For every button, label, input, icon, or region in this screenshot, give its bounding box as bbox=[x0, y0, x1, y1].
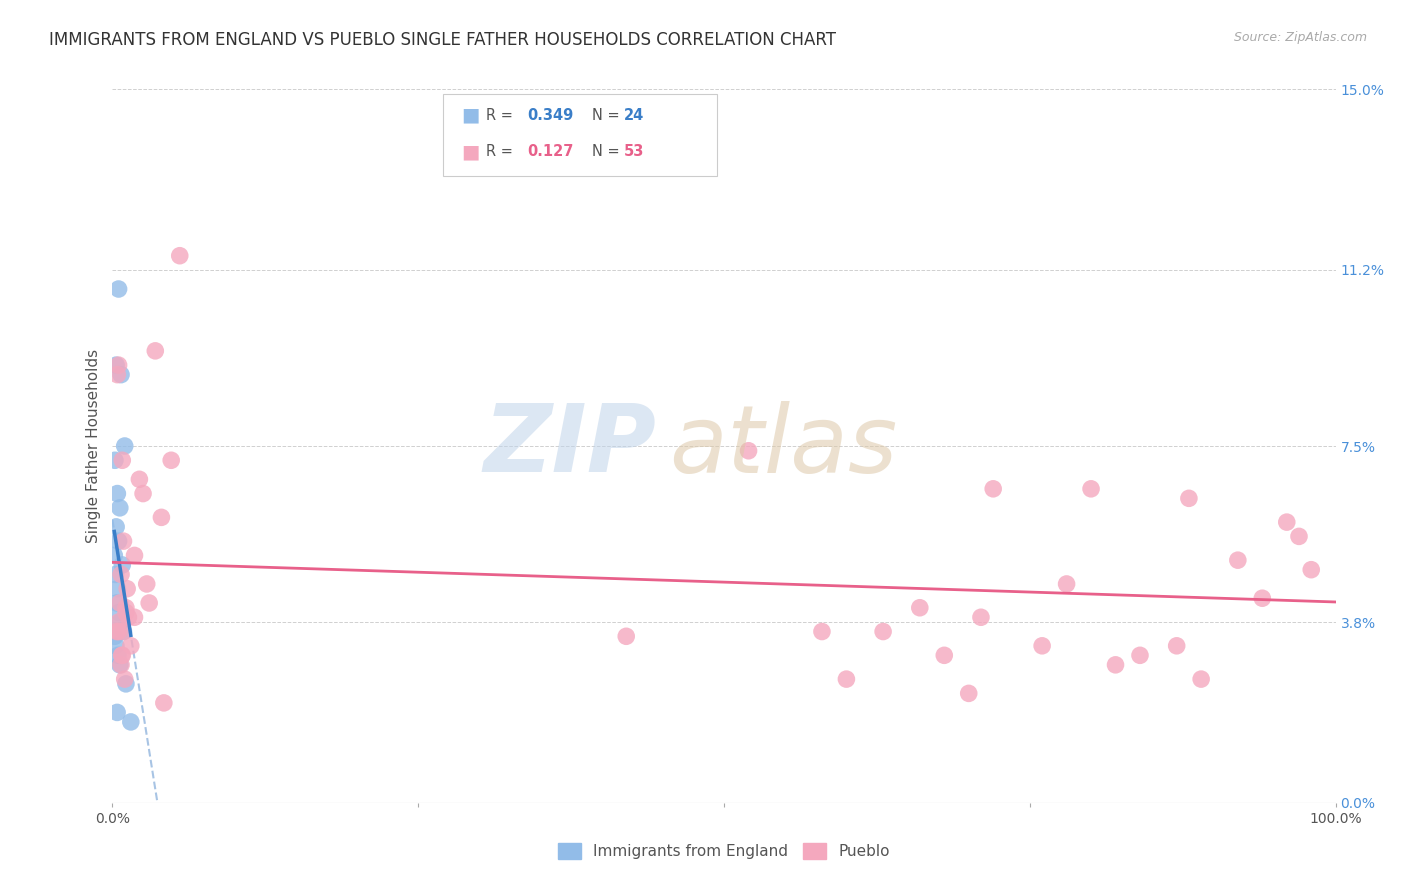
Point bbox=[107, 648, 129, 663]
Point bbox=[1129, 648, 1152, 663]
Point bbox=[105, 624, 128, 639]
Point bbox=[114, 672, 136, 686]
Point bbox=[124, 549, 146, 563]
Point bbox=[107, 606, 129, 620]
Text: R =: R = bbox=[486, 145, 517, 159]
Point bbox=[957, 686, 980, 700]
Point bbox=[124, 610, 146, 624]
Text: 24: 24 bbox=[624, 108, 644, 122]
Text: ■: ■ bbox=[461, 142, 479, 161]
Point bbox=[104, 629, 127, 643]
Legend: Immigrants from England, Pueblo: Immigrants from England, Pueblo bbox=[558, 844, 890, 859]
Point bbox=[107, 358, 129, 372]
Point bbox=[120, 639, 142, 653]
Point bbox=[107, 282, 129, 296]
Point bbox=[872, 624, 894, 639]
Point bbox=[908, 600, 931, 615]
Point bbox=[1189, 672, 1212, 686]
Text: IMMIGRANTS FROM ENGLAND VS PUEBLO SINGLE FATHER HOUSEHOLDS CORRELATION CHART: IMMIGRANTS FROM ENGLAND VS PUEBLO SINGLE… bbox=[49, 31, 837, 49]
Point bbox=[1226, 553, 1249, 567]
Point bbox=[112, 624, 135, 639]
Text: ZIP: ZIP bbox=[484, 400, 657, 492]
Point bbox=[110, 368, 132, 382]
Point bbox=[737, 443, 759, 458]
Point bbox=[110, 567, 132, 582]
Point bbox=[111, 624, 134, 639]
Point bbox=[104, 639, 127, 653]
Text: 0.349: 0.349 bbox=[527, 108, 574, 122]
Text: Source: ZipAtlas.com: Source: ZipAtlas.com bbox=[1233, 31, 1367, 45]
Point bbox=[105, 486, 128, 500]
Point bbox=[150, 510, 173, 524]
Point bbox=[105, 596, 128, 610]
Point bbox=[153, 696, 176, 710]
Point bbox=[1104, 657, 1126, 672]
Point bbox=[1178, 491, 1201, 506]
Point bbox=[811, 624, 834, 639]
Point bbox=[1056, 577, 1078, 591]
Point bbox=[614, 629, 637, 643]
Point bbox=[835, 672, 858, 686]
Point bbox=[107, 624, 129, 639]
Point bbox=[1166, 639, 1188, 653]
Point bbox=[1301, 563, 1323, 577]
Point bbox=[981, 482, 1004, 496]
Point bbox=[111, 453, 134, 467]
Point bbox=[105, 582, 128, 596]
Point bbox=[132, 486, 155, 500]
Point bbox=[114, 439, 136, 453]
Point bbox=[108, 500, 131, 515]
Point bbox=[111, 558, 134, 572]
Point bbox=[115, 677, 138, 691]
Point bbox=[115, 582, 138, 596]
Point bbox=[970, 610, 993, 624]
Point bbox=[169, 249, 191, 263]
Point bbox=[128, 472, 150, 486]
Point bbox=[105, 368, 128, 382]
Point bbox=[115, 600, 138, 615]
Point bbox=[104, 453, 127, 467]
Point bbox=[120, 714, 142, 729]
Point bbox=[105, 706, 128, 720]
Point bbox=[138, 596, 160, 610]
Text: 0.127: 0.127 bbox=[527, 145, 574, 159]
Text: 53: 53 bbox=[624, 145, 644, 159]
Point bbox=[117, 610, 139, 624]
Point bbox=[1275, 515, 1298, 529]
Point bbox=[1080, 482, 1102, 496]
Text: ■: ■ bbox=[461, 105, 479, 125]
Point bbox=[111, 648, 134, 663]
Point bbox=[934, 648, 956, 663]
Point bbox=[110, 657, 132, 672]
Point bbox=[115, 606, 138, 620]
Point bbox=[1288, 529, 1310, 543]
Point bbox=[135, 577, 157, 591]
Text: N =: N = bbox=[592, 108, 624, 122]
Point bbox=[1031, 639, 1053, 653]
Point bbox=[104, 567, 127, 582]
Text: R =: R = bbox=[486, 108, 517, 122]
Point bbox=[143, 343, 166, 358]
Point bbox=[105, 520, 128, 534]
Point bbox=[111, 648, 134, 663]
Point bbox=[105, 358, 128, 372]
Text: atlas: atlas bbox=[669, 401, 897, 491]
Point bbox=[107, 615, 129, 629]
Point bbox=[110, 615, 132, 629]
Point bbox=[1251, 591, 1274, 606]
Point bbox=[107, 534, 129, 549]
Point bbox=[103, 549, 125, 563]
Text: N =: N = bbox=[592, 145, 624, 159]
Point bbox=[160, 453, 183, 467]
Y-axis label: Single Father Households: Single Father Households bbox=[86, 349, 101, 543]
Point bbox=[108, 596, 131, 610]
Point bbox=[112, 534, 135, 549]
Point bbox=[108, 657, 131, 672]
